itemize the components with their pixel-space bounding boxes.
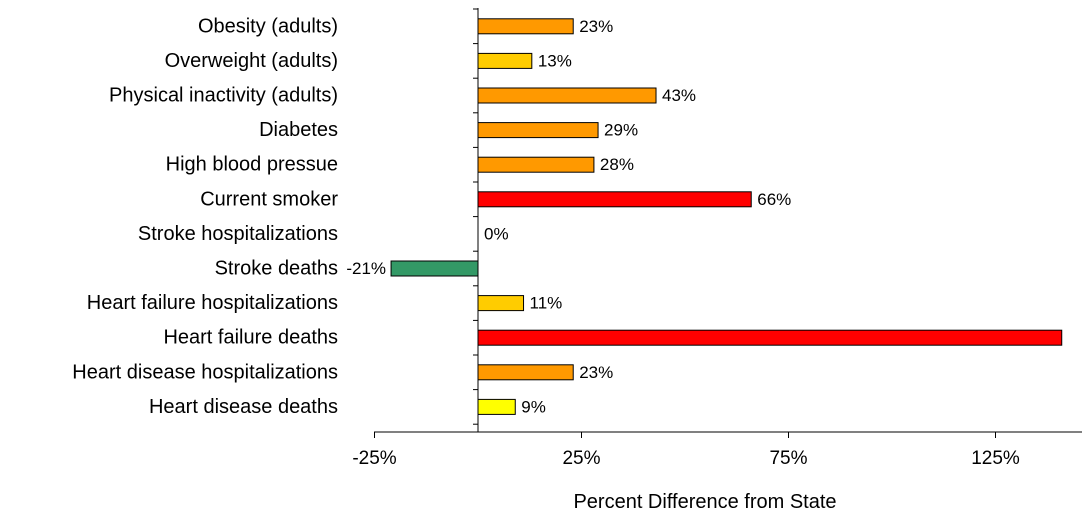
x-ticks-layer: -25% 25% 75% 125% <box>352 8 1020 469</box>
x-tick-label: -25% <box>352 448 396 469</box>
value-label: 9% <box>521 397 546 416</box>
value-label: 11% <box>530 294 563 313</box>
category-label: Overweight (adults) <box>165 50 338 72</box>
bar <box>390 260 479 277</box>
value-label: 29% <box>604 121 638 140</box>
value-label: 43% <box>662 86 696 105</box>
category-label: Current smoker <box>200 188 338 210</box>
category-label: Heart failure deaths <box>163 327 338 349</box>
category-label: Stroke hospitalizations <box>138 223 338 245</box>
category-label: Physical inactivity (adults) <box>109 85 338 107</box>
category-label: Heart failure hospitalizations <box>87 292 338 314</box>
x-axis-title: Percent Difference from State <box>573 491 836 513</box>
bar <box>477 329 1063 346</box>
bar <box>477 364 574 381</box>
x-tick-label: 75% <box>769 448 807 469</box>
category-label: Diabetes <box>259 119 338 141</box>
labels-layer: Obesity (adults) 23% Overweight (adults) 13… <box>72 15 791 418</box>
bars-layer <box>390 18 1063 415</box>
value-label: -21% <box>346 259 386 278</box>
category-label: Stroke deaths <box>215 258 338 280</box>
value-label: 23% <box>579 17 613 36</box>
category-label: Obesity (adults) <box>198 15 338 37</box>
bar <box>477 191 752 208</box>
bar <box>477 122 599 139</box>
bar <box>477 52 533 69</box>
x-tick-label: 25% <box>562 448 600 469</box>
value-label: 23% <box>579 363 613 382</box>
value-label: 66% <box>757 190 791 209</box>
bar <box>477 295 525 312</box>
category-label: Heart disease deaths <box>149 396 338 418</box>
value-label: 13% <box>538 51 572 70</box>
category-label: High blood pressue <box>166 154 338 176</box>
bar <box>477 156 595 173</box>
bar <box>477 398 516 415</box>
value-label: 28% <box>600 155 634 174</box>
value-label: 0% <box>484 224 509 243</box>
x-tick-label: 125% <box>971 448 1020 469</box>
category-label: Heart disease hospitalizations <box>72 361 338 383</box>
bar <box>477 18 574 35</box>
bar <box>477 87 657 104</box>
